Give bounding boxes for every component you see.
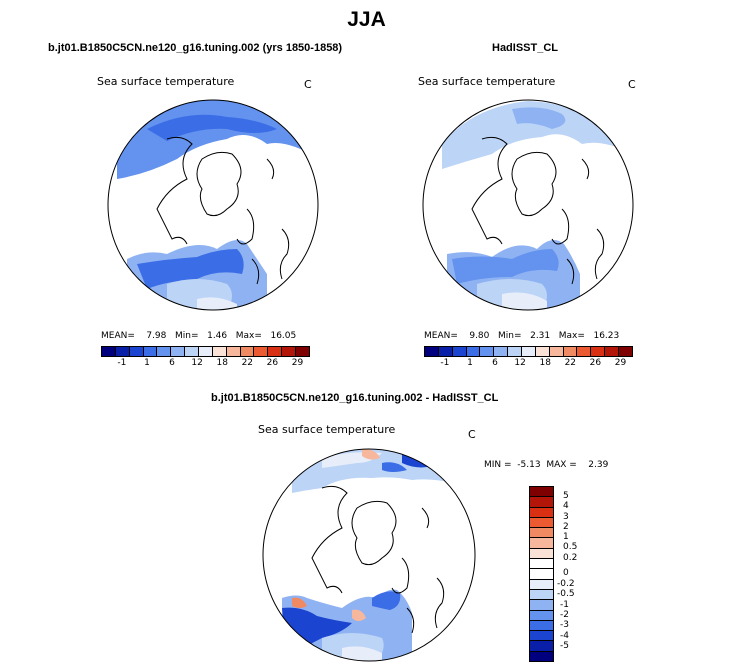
diff-tick: -3 <box>560 620 569 630</box>
obs-panel-title: HadISST_CL <box>492 42 559 54</box>
diff-tick: 0.2 <box>563 553 578 563</box>
diff-min-value: -5.13 <box>517 460 541 470</box>
obs-max-value: 16.23 <box>593 331 620 341</box>
obs-tick: 12 <box>514 358 526 368</box>
model-sst-north-pacific <box>117 100 318 179</box>
diff-tick: 4 <box>563 501 569 511</box>
model-tick: -1 <box>117 358 127 368</box>
diff-stats: MIN = -5.13 MAX = 2.39 <box>484 460 609 470</box>
model-tick: 29 <box>291 358 304 368</box>
model-tick: 1 <box>144 358 150 368</box>
model-tick: 6 <box>169 358 175 368</box>
obs-polar-map <box>422 99 634 311</box>
diff-polar-map <box>262 448 476 662</box>
diff-tick: -2 <box>560 610 569 620</box>
diff-panel-title: b.jt01.B1850C5CN.ne120_g16.tuning.002 - … <box>211 392 499 404</box>
obs-tick: 1 <box>467 358 473 368</box>
model-tick: 12 <box>191 358 203 368</box>
model-field-label: Sea surface temperature <box>97 75 235 88</box>
diff-colorbar <box>529 486 554 662</box>
diff-tick: -0.2 <box>557 579 575 589</box>
obs-min-value: 2.31 <box>530 331 551 341</box>
model-tick: 18 <box>216 358 228 368</box>
obs-mean-value: 9.80 <box>469 331 490 341</box>
diff-tick: 2 <box>563 522 569 532</box>
obs-coastline <box>471 136 605 285</box>
diff-field-label: Sea surface temperature <box>258 423 396 436</box>
diff-tick: -0.5 <box>557 589 575 599</box>
model-units: C <box>304 78 312 91</box>
diff-tick: 0 <box>563 568 569 578</box>
obs-colorbar-swatches <box>424 346 633 357</box>
diff-tick: 3 <box>563 512 569 522</box>
diff-tick: 5 <box>563 491 569 501</box>
diff-tick: -4 <box>560 631 569 641</box>
model-panel-title: b.jt01.B1850C5CN.ne120_g16.tuning.002 (y… <box>48 42 343 54</box>
obs-field-label: Sea surface temperature <box>418 75 556 88</box>
obs-tick: 6 <box>492 358 498 368</box>
obs-tick: 22 <box>564 358 577 368</box>
obs-stats: MEAN= 9.80 Min= 2.31 Max= 16.23 <box>424 331 620 341</box>
model-max-value: 16.05 <box>270 331 297 341</box>
diff-units: C <box>468 428 476 441</box>
diff-tick: -5 <box>560 641 569 651</box>
diff-max-value: 2.39 <box>588 460 609 470</box>
diff-tick: -1 <box>560 600 569 610</box>
model-coastline <box>156 136 290 285</box>
model-tick: 26 <box>266 358 279 368</box>
model-min-value: 1.46 <box>207 331 228 341</box>
model-colorbar-swatches <box>101 346 310 357</box>
obs-tick: -1 <box>440 358 450 368</box>
model-stats: MEAN= 7.98 Min= 1.46 Max= 16.05 <box>101 331 297 341</box>
diff-tick: 1 <box>563 532 569 542</box>
obs-tick: 29 <box>614 358 627 368</box>
diff-tick: 0.5 <box>563 542 578 552</box>
obs-tick: 26 <box>589 358 602 368</box>
diff-colorbar-ticks: 5 4 3 2 1 0.5 0.2 0 -0.2 -0.5 -1 -2 -3 -… <box>557 486 603 660</box>
obs-units: C <box>628 78 636 91</box>
model-colorbar: -1 1 6 12 18 22 26 29 <box>101 346 310 369</box>
page-title: JJA <box>347 8 386 31</box>
model-polar-map <box>107 99 319 311</box>
obs-colorbar: -1 1 6 12 18 22 26 29 <box>424 346 633 369</box>
obs-tick: 18 <box>539 358 551 368</box>
model-tick: 22 <box>241 358 254 368</box>
model-mean-value: 7.98 <box>146 331 167 341</box>
diff-coastline <box>311 485 445 634</box>
